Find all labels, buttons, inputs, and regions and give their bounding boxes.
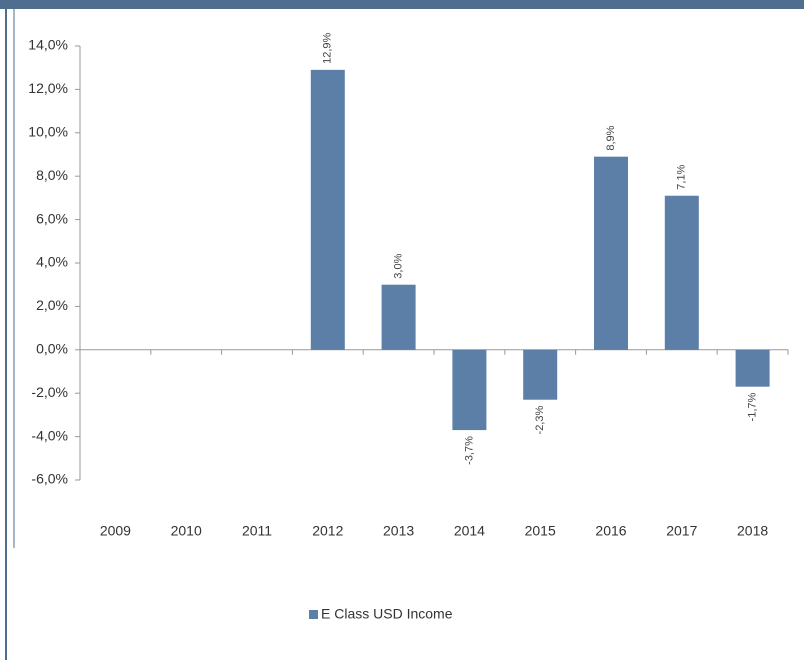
y-tick-label: 14,0%	[28, 37, 68, 53]
x-tick-label: 2009	[100, 523, 131, 539]
y-tick-label: -6,0%	[31, 471, 68, 487]
top-border	[0, 0, 804, 9]
x-tick-label: 2016	[595, 523, 626, 539]
y-tick-label: 2,0%	[36, 297, 68, 313]
value-label: 3,0%	[393, 253, 405, 278]
bar	[735, 349, 770, 387]
x-tick-label: 2013	[383, 523, 414, 539]
y-tick-label: 6,0%	[36, 210, 68, 226]
bar	[523, 349, 558, 400]
y-tick-label: -2,0%	[31, 384, 68, 400]
y-tick-label: 4,0%	[36, 254, 68, 270]
value-label: 8,9%	[605, 125, 617, 150]
x-tick-label: 2011	[242, 523, 272, 539]
x-tick-label: 2017	[666, 523, 697, 539]
x-tick-label: 2012	[312, 523, 343, 539]
bar	[664, 195, 699, 350]
value-label: -3,7%	[463, 436, 475, 465]
legend-label: E Class USD Income	[321, 606, 453, 622]
legend-swatch	[309, 610, 318, 619]
y-tick-label: 8,0%	[36, 167, 68, 183]
value-label: -2,3%	[534, 406, 546, 435]
bar	[452, 349, 487, 431]
y-tick-label: 0,0%	[36, 341, 68, 357]
x-tick-label: 2018	[737, 523, 768, 539]
bar	[594, 156, 628, 350]
x-tick-label: 2010	[171, 523, 202, 539]
y-tick-label: 12,0%	[28, 80, 68, 96]
value-label: -1,7%	[747, 392, 759, 421]
bar	[310, 69, 345, 350]
x-tick-label: 2015	[525, 523, 556, 539]
x-tick-label: 2014	[454, 523, 485, 539]
value-label: 7,1%	[676, 164, 688, 189]
value-label: 12,9%	[322, 32, 334, 63]
y-tick-label: -4,0%	[31, 427, 68, 443]
y-tick-label: 10,0%	[28, 124, 68, 140]
bar	[381, 284, 416, 350]
